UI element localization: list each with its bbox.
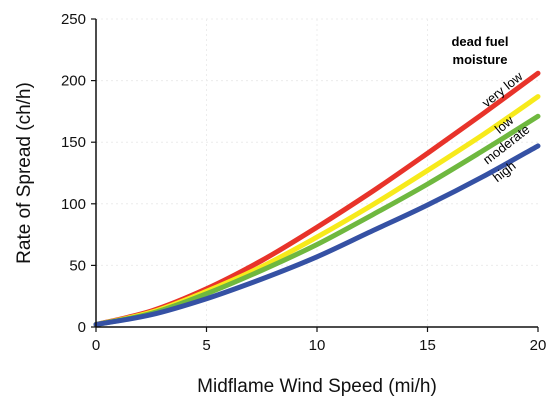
- x-tick-label-4: 20: [530, 337, 547, 354]
- y-tick-label-0: 0: [78, 319, 86, 336]
- x-axis-title: Midflame Wind Speed (mi/h): [197, 376, 437, 397]
- series-line-high: [93, 143, 541, 327]
- y-axis-title: Rate of Spread (ch/h): [14, 82, 35, 264]
- y-tick-label-4: 200: [61, 73, 86, 90]
- y-tick-label-1: 50: [69, 257, 86, 274]
- x-tick-label-3: 15: [419, 337, 436, 354]
- y-tick-label-5: 250: [61, 11, 86, 28]
- background-grid: [96, 18, 538, 327]
- legend-title-line-2: moisture: [453, 52, 508, 67]
- tick-labels: 0 50 100 150 200 250 0 5 10 15 20: [61, 11, 546, 354]
- legend-title-line-1: dead fuel: [451, 34, 508, 49]
- y-tick-label-2: 100: [61, 196, 86, 213]
- x-tick-label-0: 0: [92, 337, 100, 354]
- axes: [91, 18, 539, 332]
- y-tick-label-3: 150: [61, 134, 86, 151]
- x-tick-label-2: 10: [309, 337, 326, 354]
- x-tick-label-1: 5: [202, 337, 210, 354]
- series-lines: [93, 70, 541, 327]
